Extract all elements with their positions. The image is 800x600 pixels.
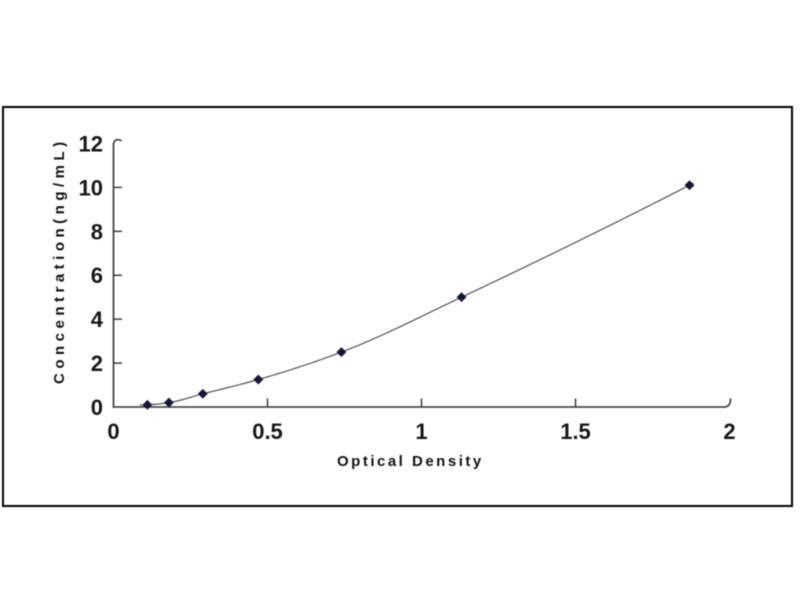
svg-text:1.5: 1.5 [560,419,591,444]
svg-text:1: 1 [415,419,427,444]
svg-text:12: 12 [79,131,103,156]
svg-text:2: 2 [723,419,735,444]
svg-text:0.5: 0.5 [252,419,283,444]
svg-text:10: 10 [79,175,103,200]
svg-text:8: 8 [91,219,103,244]
svg-text:4: 4 [91,307,104,332]
svg-text:6: 6 [91,263,103,288]
svg-text:0: 0 [107,419,119,444]
svg-text:0: 0 [91,395,103,420]
svg-text:2: 2 [91,351,103,376]
